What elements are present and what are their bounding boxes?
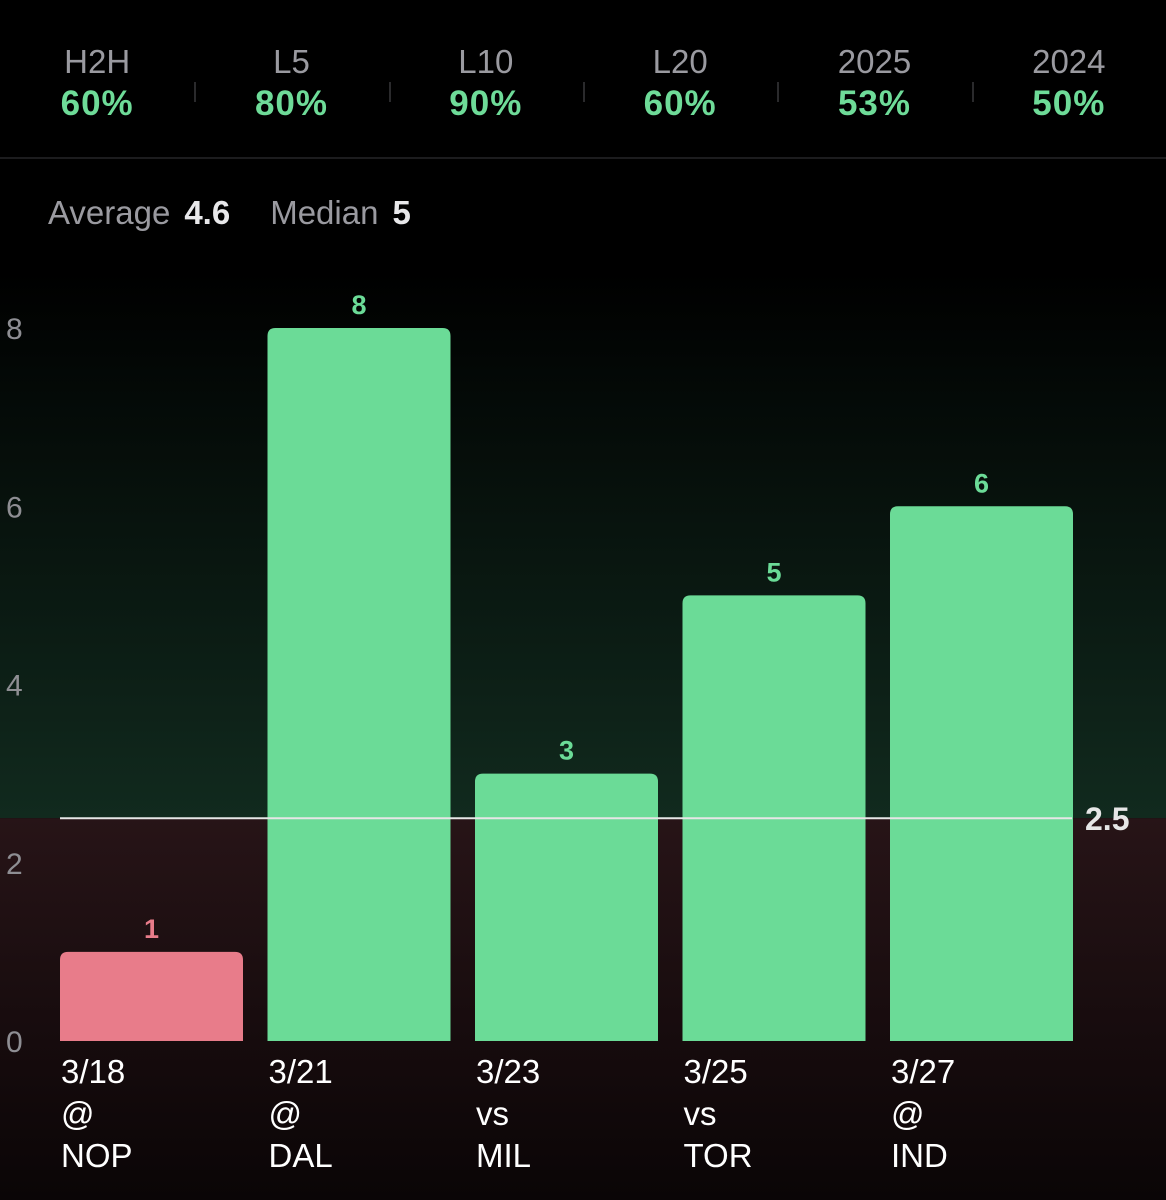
x-category-label: 3/27 — [891, 1053, 955, 1090]
tab-value: 50% — [1032, 84, 1106, 123]
median-stat: Median 5 — [270, 194, 411, 232]
tab-h2h[interactable]: H2H 60% — [0, 0, 194, 157]
y-tick-label: 4 — [6, 670, 23, 703]
median-label: Median — [270, 194, 379, 231]
bar-chart: 0 2 4 6 8 1 8 3 5 6 3/18 @ NOP 3/21 @ DAL 3/23 vs MIL 3/2… — [0, 270, 1166, 1200]
x-category-label: 3/18 — [61, 1053, 125, 1090]
tab-label: H2H — [64, 43, 131, 80]
bar-value-label: 1 — [144, 914, 159, 944]
average-stat: Average 4.6 — [48, 194, 230, 232]
tab-l20[interactable]: L20 60% — [582, 0, 777, 157]
tab-label: 2024 — [1032, 43, 1106, 80]
y-tick-label: 2 — [6, 848, 23, 881]
bar-value-label: 6 — [974, 468, 989, 498]
x-category-label: @ — [269, 1095, 303, 1132]
tab-l5[interactable]: L5 80% — [194, 0, 388, 157]
x-category-label: @ — [891, 1095, 925, 1132]
bar[interactable] — [890, 506, 1073, 1041]
tab-label: 2025 — [837, 43, 912, 80]
median-value: 5 — [392, 194, 411, 231]
tab-label: L5 — [273, 43, 310, 80]
bar-value-label: 8 — [351, 290, 366, 320]
tab-2024[interactable]: 2024 50% — [971, 0, 1166, 157]
tab-l10[interactable]: L10 90% — [388, 0, 583, 157]
x-category-label: 3/23 — [476, 1053, 540, 1090]
x-category-label: NOP — [61, 1137, 133, 1174]
summary-stats: Average 4.6 Median 5 — [48, 194, 411, 232]
tab-value: 60% — [643, 84, 717, 123]
split-tabs: H2H 60% L5 80% L10 90% L20 60% 2025 53% … — [0, 0, 1166, 159]
average-label: Average — [48, 194, 171, 231]
bar-value-label: 3 — [559, 736, 574, 766]
tab-label: L10 — [458, 43, 514, 80]
x-category-label: TOR — [684, 1137, 753, 1174]
bar[interactable] — [60, 951, 243, 1041]
bar-value-label: 5 — [766, 557, 781, 587]
x-category-label: 3/25 — [684, 1053, 748, 1090]
tab-2025[interactable]: 2025 53% — [777, 0, 971, 157]
x-category-label: DAL — [269, 1137, 333, 1174]
x-category-label: vs — [684, 1095, 717, 1132]
average-value: 4.6 — [184, 194, 231, 231]
x-category-label: vs — [476, 1095, 509, 1132]
y-tick-label: 8 — [6, 313, 23, 346]
threshold-label: 2.5 — [1085, 801, 1129, 837]
y-tick-label: 0 — [6, 1026, 23, 1059]
tab-value: 60% — [60, 84, 134, 123]
x-category-label: IND — [891, 1137, 948, 1174]
bar[interactable] — [475, 773, 658, 1041]
tab-value: 53% — [837, 84, 911, 123]
x-category-label: MIL — [476, 1137, 531, 1174]
tab-value: 90% — [449, 84, 523, 123]
bar[interactable] — [267, 328, 451, 1041]
x-category-label: @ — [61, 1095, 95, 1132]
x-category-label: 3/21 — [269, 1053, 333, 1090]
tab-value: 80% — [254, 84, 329, 123]
tab-label: L20 — [652, 43, 708, 80]
y-tick-label: 6 — [6, 491, 23, 524]
